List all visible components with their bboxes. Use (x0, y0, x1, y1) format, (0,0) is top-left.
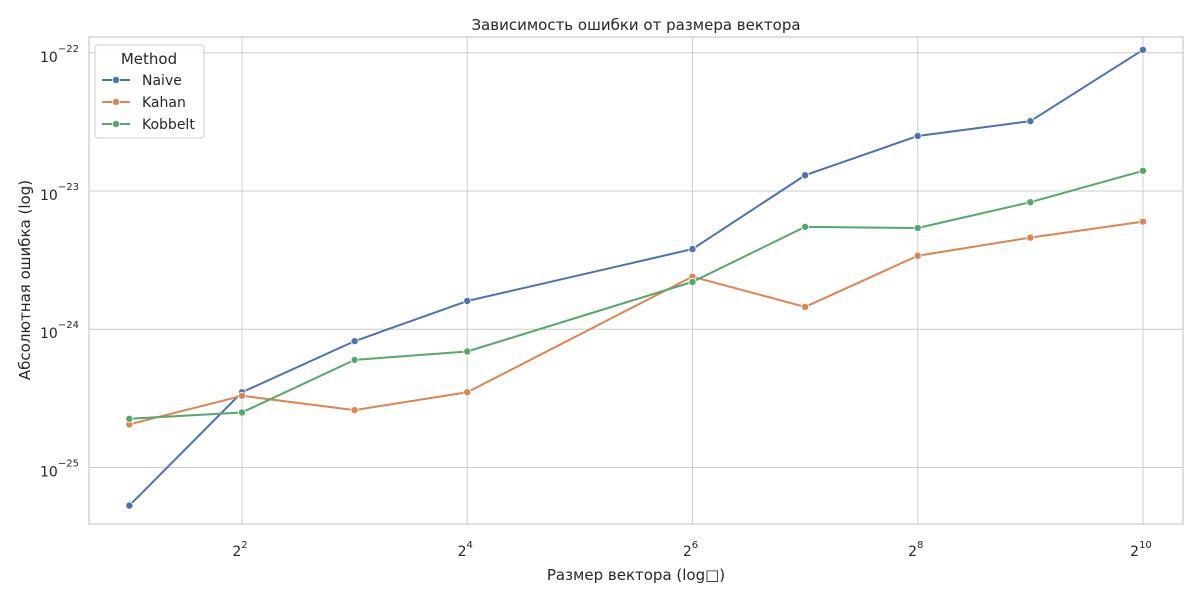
legend-label: Naive (142, 73, 182, 89)
series (125, 45, 1147, 510)
legend-marker (112, 120, 121, 129)
data-point (125, 501, 134, 510)
legend-marker (112, 76, 121, 85)
data-point (463, 347, 472, 356)
data-point (1026, 117, 1035, 126)
data-point (1138, 217, 1147, 226)
y-tick-exp: −25 (58, 458, 79, 469)
data-point (1026, 233, 1035, 242)
x-tick-label: 26 (683, 540, 698, 560)
y-axis-label: Абсолютная ошибка (log) (16, 180, 34, 380)
x-tick-base: 2 (683, 544, 692, 560)
data-point (125, 414, 134, 423)
y-tick-exp: −22 (58, 44, 79, 55)
x-tick-label: 22 (232, 540, 247, 560)
data-point (801, 171, 810, 180)
data-point (801, 302, 810, 311)
legend-marker (112, 98, 121, 107)
legend-box (94, 44, 205, 139)
data-point (801, 222, 810, 231)
y-tick-label: 10−22 (40, 44, 79, 66)
data-point (688, 245, 697, 254)
y-tick-exp: −23 (58, 182, 79, 193)
x-tick-exp: 6 (692, 540, 698, 551)
x-tick-label: 24 (458, 540, 473, 560)
y-tick-label: 10−24 (40, 320, 79, 342)
data-point (913, 223, 922, 232)
data-point (463, 388, 472, 397)
series-kobbelt (125, 166, 1147, 423)
y-tick-label: 10−25 (40, 458, 79, 480)
plot-frame (88, 36, 1184, 525)
legend: Method Naive Kahan Kobbelt (94, 44, 205, 139)
y-tick-base: 10 (40, 50, 58, 66)
y-tick-base: 10 (40, 326, 58, 342)
legend-label: Kobbelt (142, 117, 195, 133)
x-tick-exp: 10 (1139, 540, 1152, 551)
x-axis-label: Размер вектора (log□) (547, 566, 725, 584)
data-point (463, 297, 472, 306)
x-tick-base: 2 (232, 544, 241, 560)
y-tick-base: 10 (40, 188, 58, 204)
x-tick-base: 2 (908, 544, 917, 560)
x-tick-exp: 4 (467, 540, 473, 551)
data-point (1026, 198, 1035, 207)
legend-item-naive: Naive (102, 73, 182, 89)
y-tick-base: 10 (40, 464, 58, 480)
data-point (350, 337, 359, 346)
legend-item-kahan: Kahan (102, 95, 186, 111)
x-tick-label: 210 (1130, 540, 1152, 560)
x-tick-exp: 8 (917, 540, 923, 551)
legend-item-kobbelt: Kobbelt (102, 117, 195, 133)
data-point (1138, 166, 1147, 175)
x-tick-base: 2 (1130, 544, 1139, 560)
chart-title: Зависимость ошибки от размера вектора (471, 16, 800, 34)
data-point (688, 277, 697, 286)
data-point (237, 408, 246, 417)
data-point (1138, 45, 1147, 54)
legend-label: Kahan (142, 95, 186, 111)
x-tick-exp: 2 (241, 540, 247, 551)
data-point (350, 355, 359, 364)
data-point (237, 391, 246, 400)
y-tick-exp: −24 (58, 320, 79, 331)
y-tick-label: 10−23 (40, 182, 79, 204)
x-tick-label: 28 (908, 540, 923, 560)
data-point (913, 251, 922, 260)
series-kahan (125, 217, 1147, 429)
x-tick-base: 2 (458, 544, 467, 560)
data-point (350, 406, 359, 415)
legend-title: Method (121, 50, 177, 68)
data-point (913, 131, 922, 140)
